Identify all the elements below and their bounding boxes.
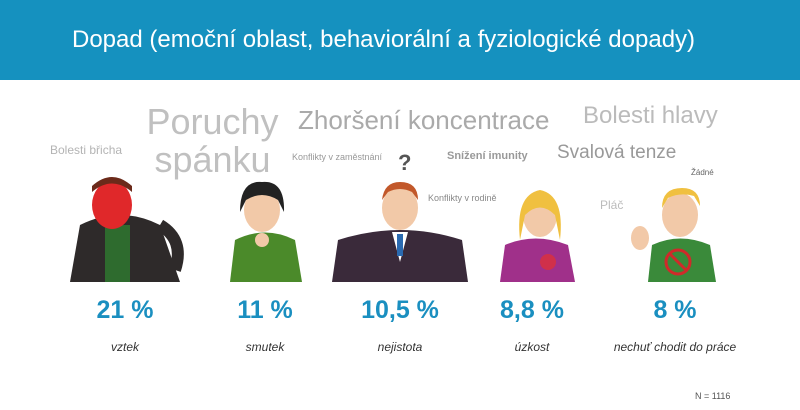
- word: Bolesti břicha: [50, 143, 123, 157]
- word: Bolesti hlavy: [583, 102, 718, 129]
- word: Konflikty v zaměstnání: [292, 152, 383, 162]
- stat-label: smutek: [245, 340, 285, 354]
- figure-anger: [70, 177, 184, 282]
- word: Snížení imunity: [447, 150, 528, 162]
- question-mark: ?: [398, 150, 411, 175]
- stat-value: 8 %: [653, 296, 697, 324]
- figure-anxiety: [500, 190, 575, 282]
- word: Konflikty v rodině: [428, 193, 497, 203]
- header: Dopad (emoční oblast, behaviorální a fyz…: [0, 0, 800, 80]
- stat-label: nechuť chodit do práce: [613, 340, 737, 354]
- stat-value: 11 %: [237, 296, 293, 324]
- figure-sadness: [230, 181, 302, 282]
- word: Poruchy spánku: [146, 101, 279, 180]
- word: Pláč: [600, 198, 624, 212]
- stat-label: vztek: [110, 340, 139, 354]
- figure-reluctance: [631, 188, 716, 282]
- sample-size: N = 1116: [695, 391, 731, 401]
- title: Dopad (emoční oblast, behaviorální a fyz…: [72, 26, 696, 53]
- figure-uncertainty: ?: [332, 150, 468, 282]
- word: Žádné: [691, 168, 714, 177]
- stat-label: nejistota: [377, 340, 423, 354]
- stat-label: úzkost: [514, 340, 550, 354]
- stat-value: 10,5 %: [361, 296, 439, 324]
- stat-value: 21 %: [96, 296, 154, 324]
- word: Svalová tenze: [557, 142, 677, 163]
- stat-value: 8,8 %: [500, 296, 564, 324]
- word: Zhoršení koncentrace: [298, 105, 550, 135]
